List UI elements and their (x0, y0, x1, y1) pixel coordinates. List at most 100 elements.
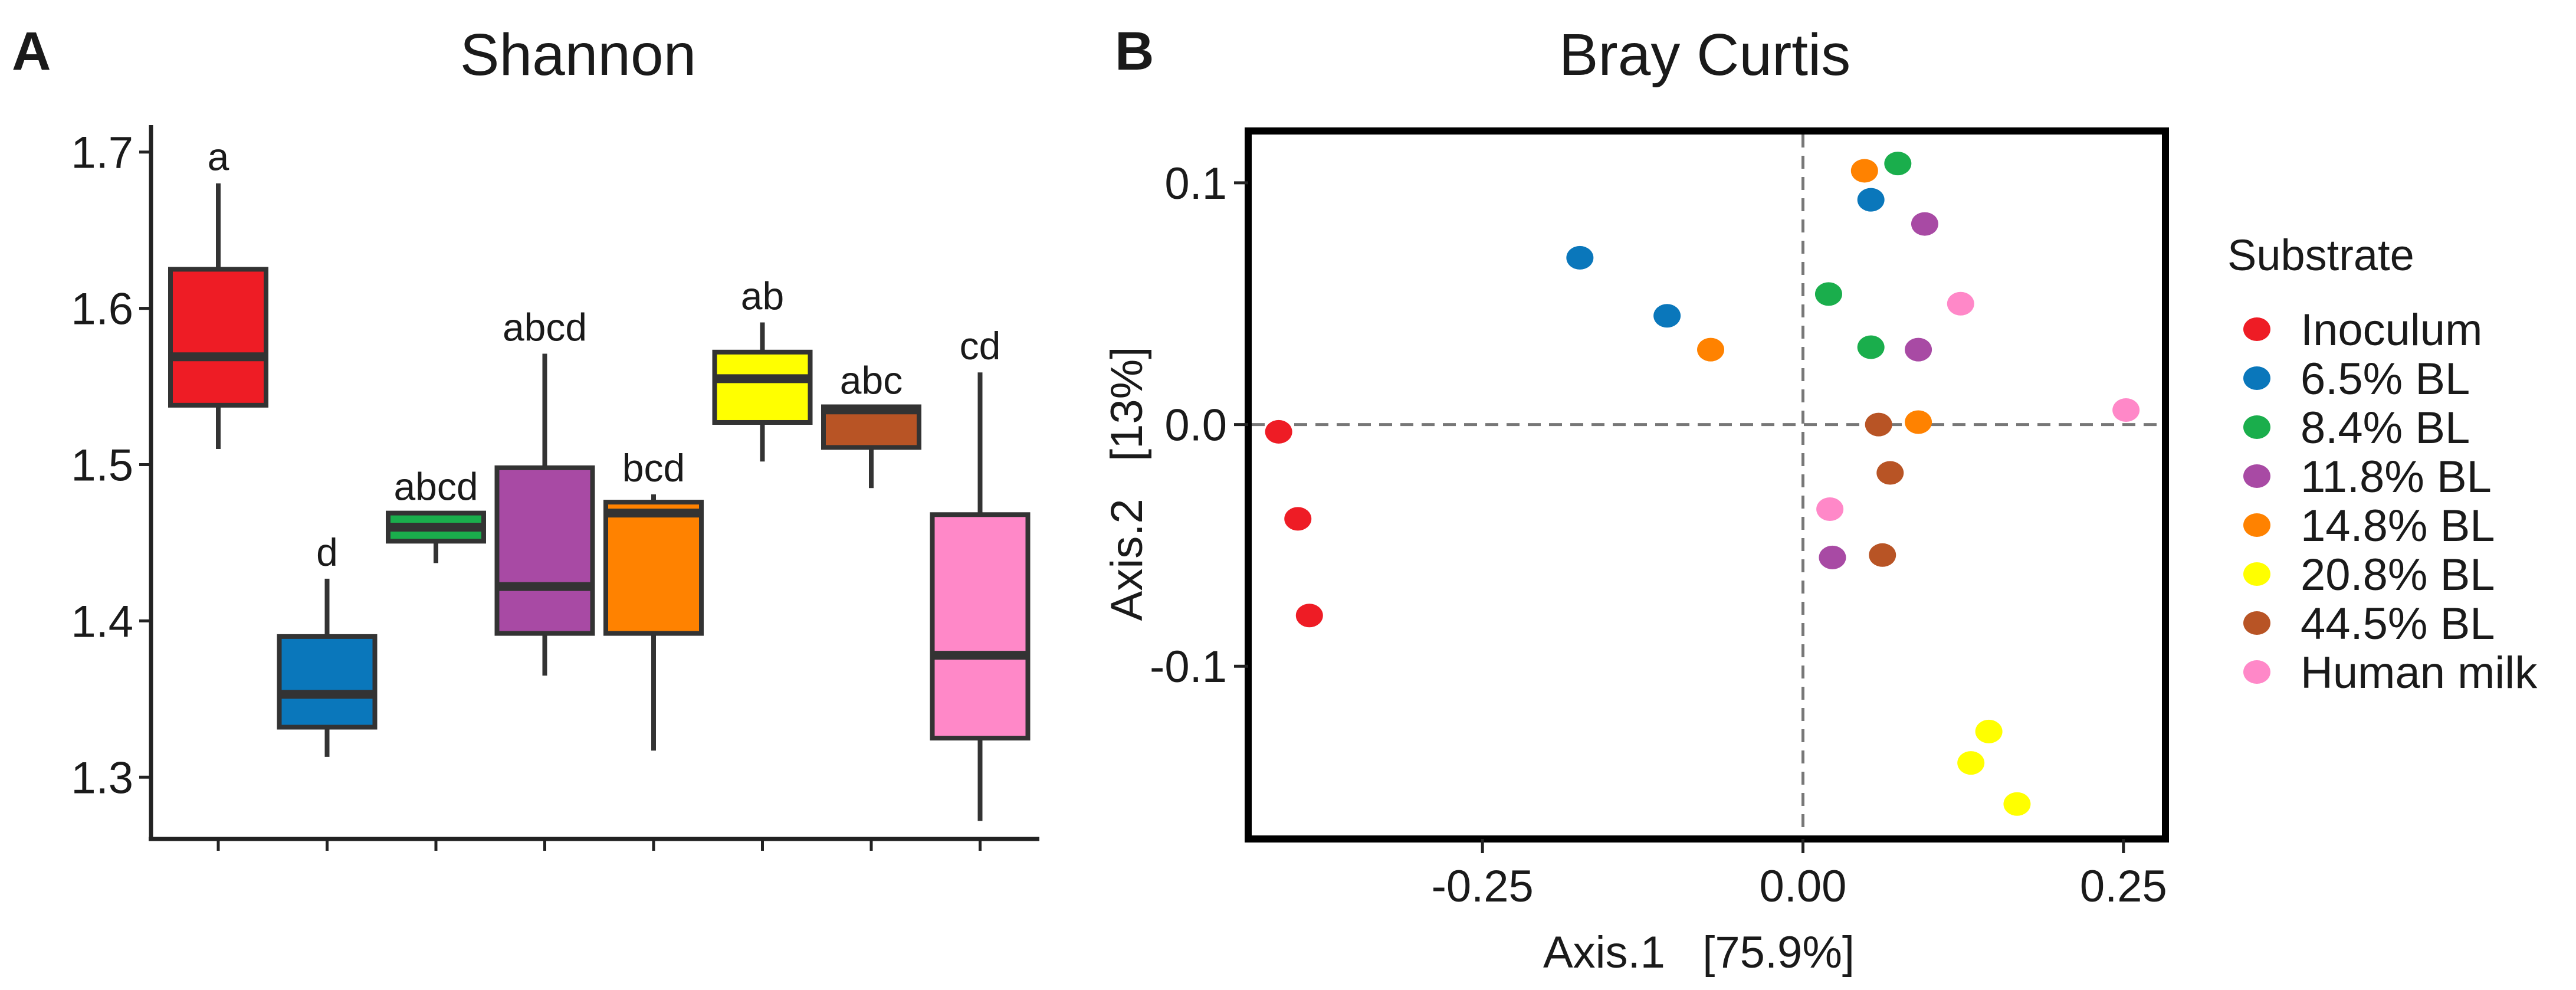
box-body (168, 267, 268, 408)
legend-label: 11.8% BL (2301, 452, 2492, 502)
series-11-8pct-bl (1819, 212, 1938, 569)
series-human-milk (1816, 291, 2140, 521)
legend-swatch (2243, 660, 2270, 684)
panel-b-x-tick-label: 0.00 (1760, 861, 1847, 912)
panel-b-letter: B (1115, 21, 1154, 81)
legend-label: 6.5% BL (2301, 354, 2470, 404)
legend-label: Human milk (2301, 648, 2538, 698)
panel-a-x-ticks (216, 839, 982, 851)
panel-b-y-tick-label: 0.0 (1164, 401, 1227, 451)
point-44-5pct-bl (1865, 412, 1892, 437)
legend-swatch (2243, 415, 2270, 439)
legend-swatch (2243, 611, 2270, 635)
panel-b-pcoa: B Bray Curtis -0.1 0.0 0.1 -0.25 0.00 0.25 A… (1102, 21, 2538, 978)
point-44-5pct-bl (1876, 461, 1904, 485)
series-44-5pct-bl (1865, 412, 1904, 567)
box-6-5pct-bl: d (277, 530, 378, 757)
panel-a-y-tick-label: 1.3 (71, 753, 133, 803)
legend-swatch (2243, 562, 2270, 586)
significance-letter: bcd (622, 446, 685, 490)
legend-label: 20.8% BL (2301, 550, 2495, 600)
panel-b-x-tick-label: 0.25 (2080, 861, 2167, 912)
point-11-8pct-bl (1911, 212, 1938, 236)
panel-b-title: Bray Curtis (1559, 22, 1851, 88)
series-8-4pct-bl (1814, 152, 1912, 359)
panel-b-x-tick-label: -0.25 (1432, 861, 1534, 912)
point-human-milk (1947, 291, 1974, 316)
point-human-milk (2112, 398, 2140, 422)
significance-letter: abcd (393, 465, 478, 509)
legend-item-20-8pct-bl: 20.8% BL (2243, 550, 2495, 600)
point-6-5pct-bl (1857, 188, 1885, 212)
legend-swatch (2243, 513, 2270, 537)
legend-label: Inoculum (2301, 305, 2482, 355)
legend-item-44-5pct-bl: 44.5% BL (2243, 599, 2495, 649)
legend-item-14-8pct-bl: 14.8% BL (2243, 501, 2495, 551)
point-11-8pct-bl (1819, 545, 1846, 569)
point-inoculum (1295, 604, 1323, 628)
point-14-8pct-bl (1850, 159, 1878, 183)
legend-item-6-5pct-bl: 6.5% BL (2243, 354, 2470, 404)
legend-swatch (2243, 317, 2270, 341)
box-body (494, 465, 595, 636)
significance-letter: abc (840, 359, 903, 402)
significance-letter: a (208, 135, 229, 179)
legend-item-11-8pct-bl: 11.8% BL (2243, 452, 2492, 502)
significance-letter: abcd (503, 305, 587, 349)
panel-b-y-ticks: -0.1 0.0 0.1 (1150, 159, 1248, 692)
point-44-5pct-bl (1869, 543, 1896, 567)
panel-b-y-tick-label: -0.1 (1150, 642, 1227, 692)
point-8-4pct-bl (1814, 282, 1842, 306)
point-6-5pct-bl (1566, 245, 1594, 270)
legend-item-human-milk: Human milk (2243, 648, 2538, 698)
box-body (603, 500, 704, 636)
point-20-8pct-bl (2003, 792, 2031, 816)
point-inoculum (1284, 507, 1312, 531)
legend-label: 8.4% BL (2301, 403, 2470, 453)
point-8-4pct-bl (1857, 335, 1885, 359)
legend-item-8-4pct-bl: 8.4% BL (2243, 403, 2470, 453)
box-body (712, 349, 813, 425)
series-6-5pct-bl (1566, 188, 1885, 328)
panel-a-y-tick-label: 1.6 (71, 284, 133, 335)
legend-swatch (2243, 366, 2270, 390)
panel-a-letter: A (12, 21, 51, 81)
box-20-8pct-bl: ab (712, 274, 813, 462)
series-20-8pct-bl (1957, 719, 2031, 816)
legend-swatch (2243, 464, 2270, 488)
significance-letter: cd (960, 324, 1001, 368)
panel-a-boxplot: A Shannon 1.31.41.51.61.7 adabcdabcdbcda… (12, 21, 1039, 851)
point-6-5pct-bl (1653, 304, 1681, 328)
panel-b-y-axis-label: Axis.2 [13%] (1102, 347, 1152, 621)
box-inoculum: a (168, 135, 268, 450)
box-human-milk: cd (930, 324, 1031, 821)
panel-b-points (1265, 152, 2140, 816)
series-14-8pct-bl (1697, 159, 1932, 434)
panel-b-y-tick-label: 0.1 (1164, 159, 1227, 209)
panel-a-y-tick-label: 1.7 (71, 128, 133, 178)
box-44-5pct-bl: abc (821, 359, 921, 489)
panel-a-y-tick-label: 1.5 (71, 441, 133, 491)
panel-a-boxes: a d abcd abcd bcd ab abc cd (168, 135, 1031, 821)
box-8-4pct-bl: abcd (386, 465, 486, 563)
series-inoculum (1265, 419, 1323, 628)
legend-title: Substrate (2227, 231, 2414, 280)
point-20-8pct-bl (1975, 719, 2003, 743)
panel-a-y-ticks: 1.3 1.4 1.5 1.6 1.7 (71, 128, 151, 803)
point-human-milk (1816, 497, 1844, 521)
point-14-8pct-bl (1697, 337, 1725, 362)
point-inoculum (1265, 419, 1292, 444)
point-11-8pct-bl (1905, 337, 1932, 362)
point-20-8pct-bl (1957, 751, 1985, 775)
point-8-4pct-bl (1884, 152, 1912, 176)
panel-a-y-tick-label: 1.4 (71, 596, 133, 647)
box-14-8pct-bl: bcd (603, 446, 704, 751)
box-body (277, 634, 378, 730)
legend-item-inoculum: Inoculum (2243, 305, 2482, 355)
significance-letter: ab (741, 274, 784, 317)
panel-b-x-axis-label: Axis.1 [75.9%] (1543, 927, 1855, 978)
legend-label: 44.5% BL (2301, 599, 2495, 649)
panel-a-title: Shannon (460, 22, 696, 88)
